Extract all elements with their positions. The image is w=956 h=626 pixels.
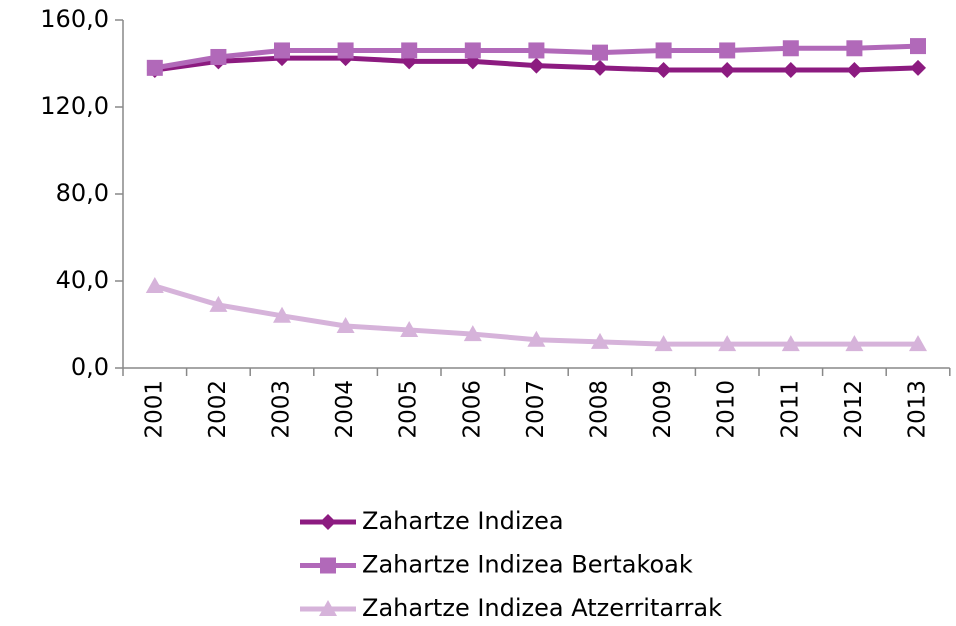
x-tick-label: 2010 xyxy=(714,380,740,439)
marker xyxy=(337,42,354,59)
x-tick-label: 2012 xyxy=(841,380,867,439)
marker xyxy=(781,335,800,352)
marker xyxy=(464,42,481,59)
marker xyxy=(320,514,336,530)
x-tick-label: 2006 xyxy=(459,380,485,439)
y-tick-label: 40,0 xyxy=(56,266,109,294)
marker xyxy=(719,42,736,59)
marker xyxy=(209,295,228,312)
marker xyxy=(655,62,672,79)
marker xyxy=(845,335,864,352)
marker xyxy=(909,335,927,352)
marker xyxy=(528,42,545,59)
marker xyxy=(319,600,337,616)
y-tick-label: 0,0 xyxy=(71,353,109,381)
marker xyxy=(910,38,926,55)
marker xyxy=(655,42,672,59)
x-tick-label: 2005 xyxy=(396,380,422,439)
y-tick-label: 160,0 xyxy=(40,5,109,33)
marker xyxy=(782,40,799,57)
marker xyxy=(336,317,355,334)
legend-label: Zahartze Indizea Bertakoak xyxy=(362,551,693,579)
legend-label: Zahartze Indizea xyxy=(362,507,564,535)
marker xyxy=(719,62,736,79)
marker xyxy=(591,332,609,349)
marker xyxy=(320,557,336,574)
marker xyxy=(782,62,799,79)
marker xyxy=(592,44,608,61)
legend-label: Zahartze Indizea Atzerritarrak xyxy=(362,594,722,622)
marker xyxy=(654,335,673,352)
marker xyxy=(846,62,863,79)
marker xyxy=(910,59,926,76)
marker xyxy=(592,59,608,76)
marker xyxy=(528,57,545,74)
x-tick-label: 2003 xyxy=(269,380,295,439)
x-tick-label: 2004 xyxy=(332,380,358,439)
marker xyxy=(273,306,291,323)
y-tick-label: 80,0 xyxy=(56,179,109,207)
x-tick-label: 2011 xyxy=(777,380,803,439)
marker xyxy=(527,330,546,347)
marker xyxy=(718,335,737,352)
y-tick-label: 120,0 xyxy=(40,92,109,120)
x-tick-label: 2013 xyxy=(905,380,931,439)
marker xyxy=(274,42,290,59)
marker xyxy=(400,320,419,337)
x-tick-label: 2009 xyxy=(650,380,676,439)
marker xyxy=(846,40,863,57)
x-tick-label: 2002 xyxy=(205,380,231,439)
x-tick-label: 2001 xyxy=(141,380,167,439)
x-tick-label: 2007 xyxy=(523,380,549,439)
marker xyxy=(401,42,418,59)
marker xyxy=(210,48,227,65)
marker xyxy=(463,325,482,342)
marker xyxy=(146,59,163,76)
marker xyxy=(145,277,164,294)
x-tick-label: 2008 xyxy=(587,380,613,439)
